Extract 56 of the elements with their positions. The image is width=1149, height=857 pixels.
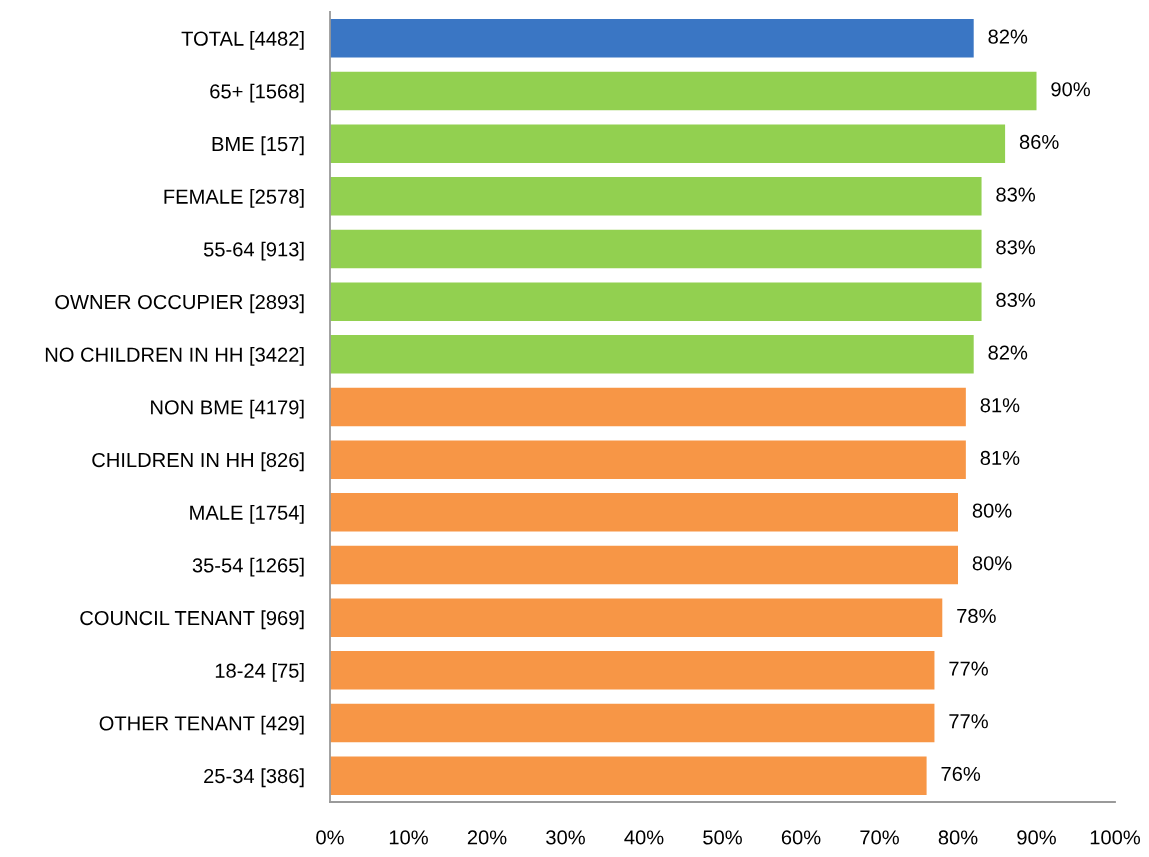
bar [330, 387, 966, 427]
y-tick-label: FEMALE [2578] [164, 189, 304, 208]
y-tick-label: OTHER TENANT [429] [99, 715, 304, 735]
data-label: 77% [949, 661, 988, 676]
data-label: 80% [972, 556, 1012, 571]
data-label: 83% [996, 240, 1036, 255]
x-tick-label: 50% [703, 830, 742, 845]
y-tick-label: 65+ [1568] [210, 83, 304, 103]
bar [330, 177, 982, 216]
x-tick-label: 10% [389, 830, 428, 845]
x-tick-label: 0% [316, 830, 344, 845]
bar [330, 651, 935, 690]
x-tick-label: 80% [938, 830, 978, 845]
data-label: 83% [996, 292, 1036, 308]
y-tick-label: TOTAL [4482] [181, 31, 304, 50]
y-tick-label: 18-24 [75] [215, 663, 304, 682]
x-tick-label: 60% [781, 830, 821, 845]
x-tick-label: 20% [467, 830, 507, 845]
data-label: 77% [949, 714, 988, 729]
y-tick-label: NO CHILDREN IN HH [3422] [45, 347, 304, 366]
data-label: 81% [980, 450, 1020, 466]
data-label: 80% [972, 503, 1012, 518]
bar [330, 545, 958, 585]
y-tick-label: CHILDREN IN HH [826] [92, 452, 304, 472]
bar [330, 124, 1006, 163]
bar [330, 229, 982, 269]
data-label: 86% [1019, 134, 1059, 150]
x-tick-label: 100% [1090, 830, 1141, 845]
y-tick-label: 25-34 [386] [204, 768, 304, 788]
y-tick-label: 35-54 [1265] [192, 557, 304, 577]
bar [330, 493, 958, 532]
data-label: 82% [988, 345, 1028, 360]
data-label: 81% [980, 398, 1020, 413]
x-tick-label: 70% [860, 830, 899, 845]
bar [330, 71, 1037, 111]
x-tick-label: 90% [1017, 830, 1056, 845]
data-label: 90% [1051, 82, 1090, 97]
bar [330, 598, 943, 637]
bar [330, 335, 974, 374]
x-tick-label: 40% [624, 830, 664, 845]
y-tick-label: BME [157] [212, 136, 304, 156]
x-tick-label: 30% [546, 830, 585, 845]
bar [330, 756, 927, 795]
y-tick-label: 55-64 [913] [203, 241, 304, 261]
y-tick-label: NON BME [4179] [151, 399, 304, 419]
data-label: 76% [941, 766, 981, 782]
y-tick-label: MALE [1754] [190, 505, 304, 524]
y-tick-label: COUNCIL TENANT [969] [80, 610, 304, 630]
data-label: 82% [988, 29, 1028, 44]
data-label: 83% [996, 187, 1036, 202]
bar [330, 440, 966, 479]
bar [330, 703, 935, 743]
data-label: 78% [957, 608, 996, 624]
y-tick-label: OWNER OCCUPIER [2893] [55, 294, 304, 314]
bar [330, 282, 982, 321]
bar [330, 19, 974, 58]
